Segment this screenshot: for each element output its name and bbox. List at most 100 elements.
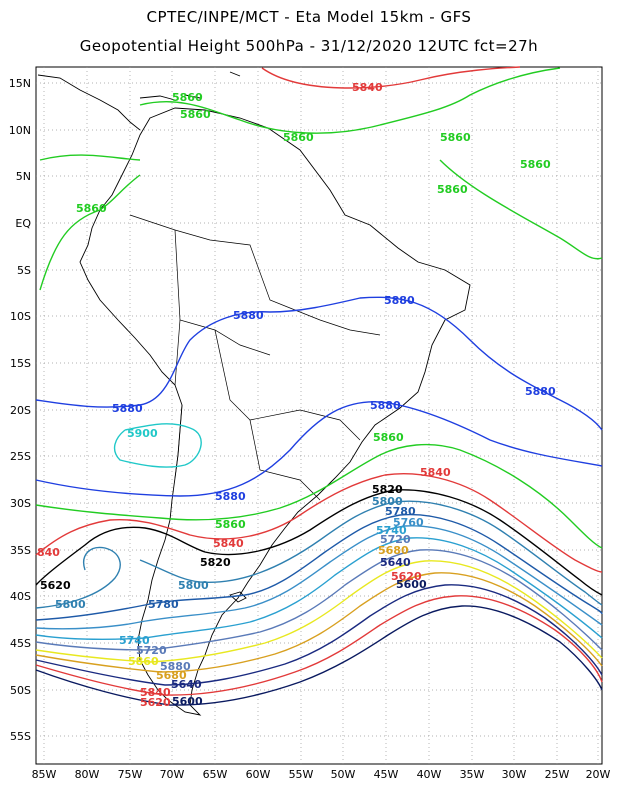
map-title-line2: Geopotential Height 500hPa - 31/12/2020 … <box>79 37 539 55</box>
lat-label: 10S <box>10 310 31 323</box>
contour-label: 5620 <box>40 579 71 592</box>
contour-5620 <box>35 595 603 696</box>
contour-label: 5860 <box>180 108 211 121</box>
lon-label: 20W <box>586 768 611 781</box>
contour-label: 5620 <box>391 570 422 583</box>
central-america-coastline <box>37 74 141 131</box>
contour-label: 5620 <box>140 696 171 709</box>
lat-label: 10N <box>9 124 31 137</box>
lat-label: 55S <box>10 730 31 743</box>
lat-label: 5N <box>16 170 31 183</box>
lon-label: 55W <box>289 768 314 781</box>
lon-label: 60W <box>246 768 271 781</box>
contour-label: 5860 <box>373 431 404 444</box>
lat-label: 25S <box>10 450 31 463</box>
lat-label: 15S <box>10 357 31 370</box>
contour-label: 5880 <box>215 490 246 503</box>
contour-5860-north <box>39 67 603 291</box>
contour-5800 <box>35 500 603 609</box>
border <box>174 404 183 479</box>
contour-5760 <box>35 525 603 630</box>
contour-5860-south <box>35 443 603 549</box>
contour-label: 5720 <box>136 644 167 657</box>
contour-label: 5880 <box>525 385 556 398</box>
contour-label: 5800 <box>55 598 86 611</box>
contour-5720 <box>35 549 603 651</box>
lat-label: EQ <box>15 217 31 230</box>
lat-label: 20S <box>10 404 31 417</box>
lat-label: 15N <box>9 77 31 90</box>
contour-label: 5780 <box>385 505 416 518</box>
contour-labels: 5860 5860 5860 5860 5860 5860 5860 5860 … <box>37 81 556 709</box>
contour-label: 5800 <box>372 495 403 508</box>
country-borders <box>129 214 381 501</box>
contour-5600 <box>35 605 603 706</box>
contour-label: 5680 <box>156 669 187 682</box>
contour-label: 5840 <box>420 466 451 479</box>
contour-5840-north <box>261 66 521 89</box>
contour-label: 5840 <box>213 537 244 550</box>
caribbean-islands <box>139 71 241 101</box>
contour-label: 5860 <box>215 518 246 531</box>
contour-5820 <box>35 489 603 596</box>
lon-label: 85W <box>32 768 57 781</box>
border <box>129 214 381 336</box>
contour-5700 <box>35 560 603 663</box>
border <box>174 229 271 356</box>
contour-label: 5840 <box>140 686 171 699</box>
contour-label: 5600 <box>172 695 203 708</box>
contour-label: 5740 <box>119 634 150 647</box>
contour-label: 5860 <box>283 131 314 144</box>
lon-label: 65W <box>203 768 228 781</box>
contour-label: 5820 <box>372 483 403 496</box>
lat-label: 5S <box>17 264 31 277</box>
contour-label: 5880 <box>160 660 191 673</box>
contour-5900 <box>113 423 202 468</box>
contour-label: 5880 <box>384 294 415 307</box>
lon-label: 30W <box>502 768 527 781</box>
lat-label: 40S <box>10 590 31 603</box>
lon-label: 75W <box>118 768 143 781</box>
contour-5680 <box>35 572 603 673</box>
lon-label: 35W <box>460 768 485 781</box>
contour-label: 5640 <box>380 556 411 569</box>
falklands <box>229 591 247 603</box>
border <box>249 419 321 501</box>
contour-label: 5760 <box>393 516 424 529</box>
south-america-coastline <box>79 107 471 716</box>
contour-5780 <box>35 513 603 621</box>
coastlines <box>37 71 471 716</box>
contour-label: 5640 <box>171 678 202 691</box>
contour-label: 5880 <box>233 309 264 322</box>
contour-label: 5860 <box>76 202 107 215</box>
contour-label: 5800 <box>178 579 209 592</box>
lat-label: 35S <box>10 544 31 557</box>
contour-label: 5860 <box>520 158 551 171</box>
lon-label: 70W <box>160 768 185 781</box>
contour-label: 5860 <box>440 131 471 144</box>
lon-label: 80W <box>75 768 100 781</box>
contour-label: 5860 <box>172 91 203 104</box>
contour-label: 5860 <box>128 655 159 668</box>
contour-label: 5600 <box>396 578 427 591</box>
border <box>174 319 361 441</box>
lon-label: 40W <box>417 768 442 781</box>
contour-5880-south <box>35 401 603 497</box>
contour-label: 5880 <box>112 402 143 415</box>
longitude-labels: 85W 80W 75W 70W 65W 60W 55W 50W 45W 40W … <box>32 768 611 781</box>
lat-label: 45S <box>10 637 31 650</box>
contour-label: 5780 <box>148 598 179 611</box>
contour-label: 5880 <box>370 399 401 412</box>
lon-label: 25W <box>545 768 570 781</box>
map-title-line1: CPTEC/INPE/MCT - Eta Model 15km - GFS <box>146 8 472 26</box>
contour-5840-south <box>35 473 603 573</box>
lon-label: 45W <box>374 768 399 781</box>
contour-label: 5720 <box>380 533 411 546</box>
contour-label: 5900 <box>127 427 158 440</box>
lon-label: 50W <box>331 768 356 781</box>
latitude-labels: 15N 10N 5N EQ 5S 10S 15S 20S 25S 30S 35S… <box>9 77 32 743</box>
contour-label: 5680 <box>378 544 409 557</box>
contour-5660 <box>35 584 603 686</box>
height-contours <box>35 66 603 706</box>
